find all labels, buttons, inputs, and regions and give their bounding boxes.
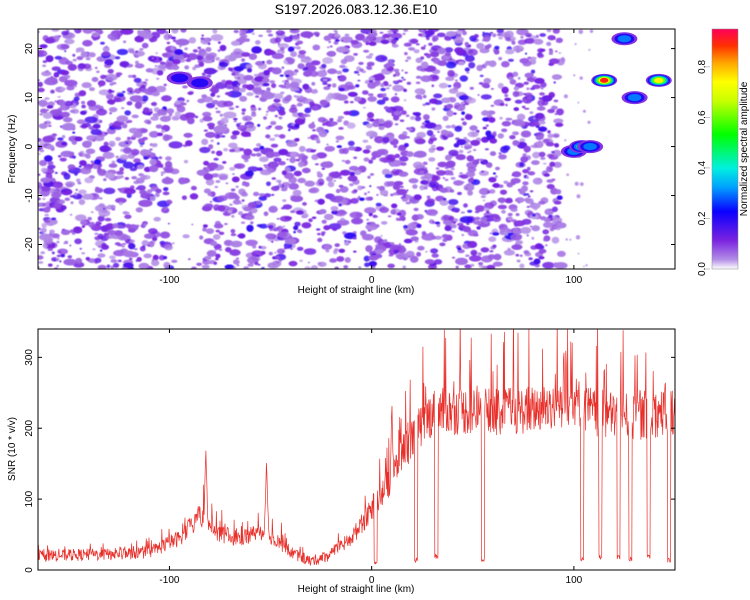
colorbar-label: Normalized spectral amplitude xyxy=(739,81,750,216)
signal-blob xyxy=(621,91,648,105)
colorbar-tick-label: 0.4 xyxy=(697,161,708,175)
snr-y-tick-label: 100 xyxy=(24,490,35,507)
spectrogram-y-tick-label: 0 xyxy=(24,143,35,149)
signal-blob xyxy=(186,76,213,90)
spectrogram-frame xyxy=(37,28,676,270)
snr-y-tick-label: 0 xyxy=(24,567,35,573)
colorbar-tick-label: 0.0 xyxy=(697,262,708,276)
spectrogram-signal xyxy=(166,32,672,158)
spectrogram-y-tick-label: 20 xyxy=(24,43,35,55)
snr-y-tick-label: 200 xyxy=(24,419,35,436)
signal-blob xyxy=(166,71,193,85)
spectrogram-y-tick-label: -20 xyxy=(24,237,35,252)
spectrogram-x-tick-label: -100 xyxy=(159,275,179,286)
spectrogram-y-tick-label: -10 xyxy=(24,188,35,203)
chart-title: S197.2026.083.12.36.E10 xyxy=(274,1,438,17)
colorbar-tick-label: 0.6 xyxy=(697,110,708,124)
signal-blob xyxy=(611,32,638,46)
snr-series-line xyxy=(38,329,675,566)
colorbar: 0.0 0.2 0.4 0.6 0.8 Normalized spectral ampl… xyxy=(697,28,750,276)
signal-blob xyxy=(645,73,672,87)
snr-frame xyxy=(37,328,676,571)
spectrogram-x-tick-label: 0 xyxy=(369,275,375,286)
spectrogram-y-label: Frequency (Hz) xyxy=(7,115,18,184)
colorbar-tick-label: 0.2 xyxy=(697,211,708,225)
signal-blob xyxy=(577,140,604,154)
snr-x-tick-label: -100 xyxy=(159,575,179,586)
snr-x-tick-label: 100 xyxy=(566,575,583,586)
colorbar-tick-label: 0.8 xyxy=(697,60,708,74)
signal-blob xyxy=(591,73,618,87)
spectrogram-x-tick-label: 100 xyxy=(566,275,583,286)
snr-x-tick-label: 0 xyxy=(369,575,375,586)
colorbar-gradient xyxy=(712,29,738,269)
snr-x-label: Height of straight line (km) xyxy=(298,584,415,595)
spectrogram-y-tick-label: 10 xyxy=(24,92,35,104)
spectrogram-noise xyxy=(38,29,594,269)
snr-y-label: SNR (10 * v/v) xyxy=(7,417,18,481)
snr-y-tick-label: 300 xyxy=(24,349,35,366)
spectrogram-x-label: Height of straight line (km) xyxy=(298,285,415,296)
snr-plot: -100 0 100 0 100 200 300 Height of straight l… xyxy=(7,328,676,595)
